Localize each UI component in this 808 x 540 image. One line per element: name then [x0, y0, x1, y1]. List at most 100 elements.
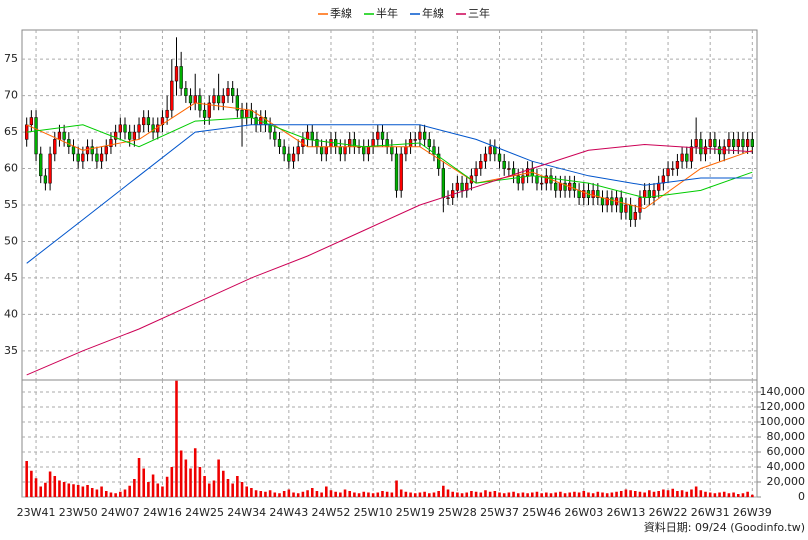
x-tick-label: 23W41 [17, 506, 56, 519]
volume-bar [404, 491, 408, 497]
candle-body [689, 146, 694, 162]
volume-bar [151, 474, 155, 497]
candle-body [418, 131, 422, 140]
volume-bar [90, 488, 94, 497]
candle-body [703, 146, 708, 155]
volume-bar [133, 479, 136, 497]
candle-body [422, 131, 427, 140]
x-tick-label: 26W31 [691, 506, 730, 519]
y-tick-label: 120,000 [760, 400, 806, 413]
candle-body [750, 139, 754, 147]
candle-body [727, 139, 731, 147]
y-tick-label: 100,000 [760, 415, 806, 428]
volume-bar [479, 492, 483, 497]
volume-bar [109, 492, 113, 497]
volume-bar [423, 491, 426, 497]
candle-body [675, 161, 680, 169]
volume-bar [282, 491, 286, 497]
candle-body [666, 168, 670, 177]
candle-body [563, 182, 567, 191]
candle-body [132, 131, 137, 140]
volume-bar [339, 492, 342, 497]
volume-bar [596, 491, 600, 497]
volume-bar [428, 493, 431, 497]
candle-body [507, 168, 511, 170]
y-tick-label: 40 [4, 307, 18, 320]
candle-body [319, 146, 324, 155]
candle-body [525, 168, 530, 177]
candle-body [151, 124, 155, 133]
x-tick-label: 25W28 [438, 506, 477, 519]
candle-body [577, 190, 581, 198]
volume-bar [390, 492, 394, 497]
volume-bar [343, 489, 347, 497]
volume-bar [62, 482, 66, 497]
volume-bar [58, 480, 61, 497]
volume-bar [184, 459, 188, 497]
candle-body [633, 212, 637, 220]
volume-bar [605, 493, 609, 497]
volume-bar [86, 485, 89, 497]
volume-bar [530, 492, 534, 497]
x-tick-label: 24W25 [185, 506, 224, 519]
legend-label: 三年 [468, 6, 490, 20]
candle-body [62, 131, 66, 140]
y-tick-label: 60,000 [767, 445, 806, 458]
y-tick-label: 80,000 [767, 430, 806, 443]
volume-bar [587, 492, 590, 497]
volume-bar [264, 491, 267, 497]
volume-bar [666, 490, 670, 497]
volume-bar [638, 491, 642, 497]
volume-bar [601, 492, 604, 497]
candle-body [184, 88, 188, 96]
volume-bar [357, 493, 361, 497]
volume-bar [44, 482, 47, 497]
candle-body [502, 161, 506, 169]
candle-body [81, 153, 85, 162]
volume-bar [545, 492, 548, 497]
candle-body [305, 131, 310, 140]
volume-bar [114, 493, 117, 497]
y-tick-label: 40,000 [767, 460, 806, 473]
volume-bar [409, 492, 412, 497]
volume-bar [268, 490, 272, 497]
candle-body [29, 117, 34, 126]
candle-body [596, 190, 600, 198]
volume-bar [353, 492, 356, 497]
volume-bar [619, 491, 623, 497]
ma-line [26, 143, 753, 376]
x-tick-label: 23W50 [59, 506, 98, 519]
candle-body [745, 139, 750, 147]
x-tick-label: 25W46 [522, 506, 561, 519]
candle-body [146, 117, 151, 126]
volume-bar [727, 493, 731, 497]
volume-bar [231, 483, 234, 497]
y-tick-label: 45 [4, 271, 18, 284]
volume-bar [470, 491, 473, 497]
volume-bar [217, 459, 220, 497]
volume-bar [385, 491, 389, 497]
volume-bar [34, 478, 38, 497]
candle-body [160, 117, 165, 126]
candle-body [95, 153, 99, 162]
volume-bar [493, 491, 497, 497]
volume-bar [699, 490, 703, 497]
volume-bar [690, 489, 693, 497]
candle-body [394, 153, 399, 191]
candle-body [713, 139, 717, 147]
volume-bar [741, 493, 745, 497]
candle-body [408, 139, 413, 147]
candle-body [188, 95, 193, 104]
volume-bar [287, 489, 291, 497]
candle-body [535, 175, 539, 184]
candle-body [539, 182, 544, 185]
candle-body [558, 182, 563, 191]
volume-bar [104, 491, 108, 497]
volume-bar [713, 493, 717, 497]
volume-bar [245, 486, 249, 497]
volume-bar [301, 491, 305, 497]
candle-body [109, 139, 113, 147]
candle-body [324, 146, 328, 155]
volume-bar [207, 483, 211, 497]
volume-bar [526, 493, 529, 497]
